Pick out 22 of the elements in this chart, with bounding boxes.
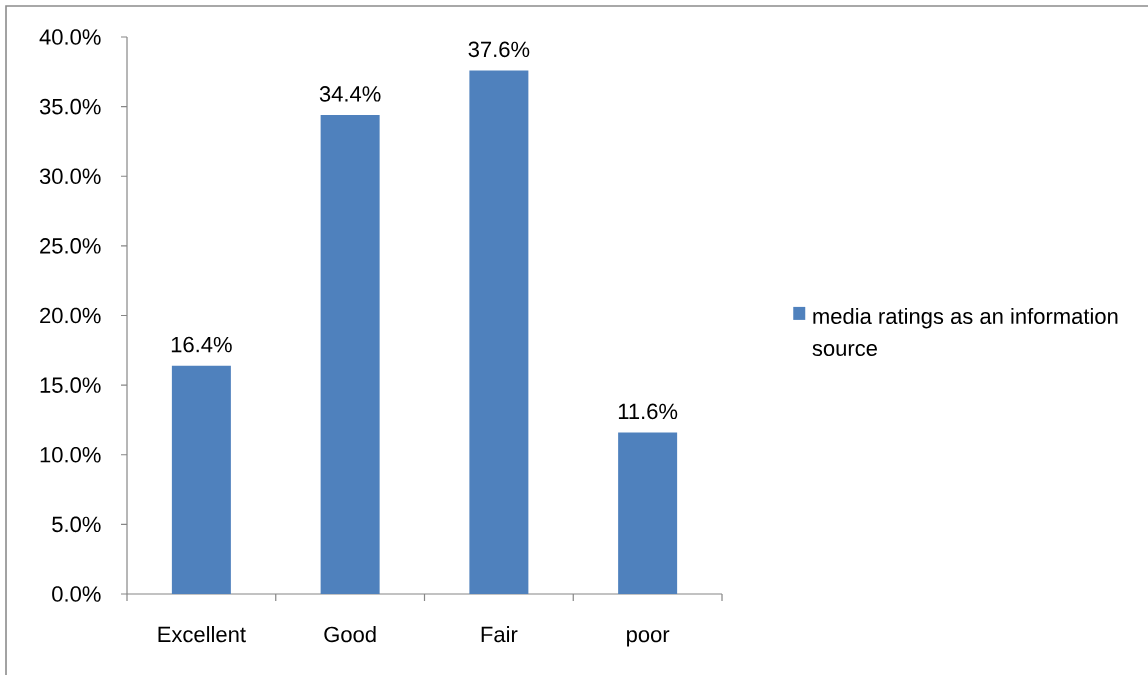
data-label: 11.6%	[618, 403, 678, 420]
y-tick-label: 5.0%	[52, 516, 101, 533]
y-tick-label: 0.0%	[52, 586, 101, 602]
bar	[320, 114, 380, 594]
data-label: 16.4%	[171, 336, 232, 353]
bar	[469, 70, 529, 594]
y-tick-label: 40.0%	[39, 29, 101, 45]
x-tick-label: Fair	[481, 626, 518, 643]
legend-label: media ratings as an information source	[812, 307, 1118, 357]
x-tick-label: Excellent	[158, 626, 246, 643]
x-tick-label: poor	[627, 630, 670, 647]
y-tick-label: 10.0%	[40, 446, 101, 463]
x-tick-label: Good	[324, 626, 376, 643]
bar	[618, 432, 678, 594]
y-tick-label: 25.0%	[40, 238, 101, 254]
data-label: 37.6%	[468, 41, 530, 58]
y-tick-label: 15.0%	[40, 377, 101, 393]
y-tick-label: 20.0%	[40, 307, 101, 324]
y-tick-label: 30.0%	[39, 168, 101, 185]
y-tick-label: 35.0%	[39, 98, 101, 115]
data-label: 34.4%	[319, 86, 381, 102]
bar	[171, 365, 231, 594]
